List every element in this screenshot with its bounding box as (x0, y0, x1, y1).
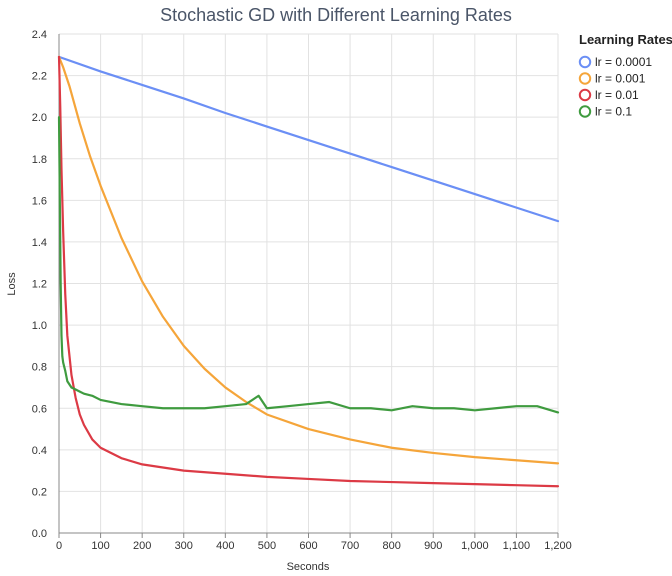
legend-marker (578, 105, 592, 118)
y-tick-label: 1.4 (32, 237, 47, 249)
series-line-1 (57, 55, 560, 465)
x-tick-label: 900 (424, 540, 442, 552)
y-tick-label: 0.0 (32, 528, 47, 540)
y-tick-label: 0.2 (32, 486, 47, 498)
x-tick-label: 500 (258, 540, 276, 552)
legend-marker (578, 72, 592, 85)
y-tick-label: 2.2 (32, 71, 47, 83)
x-tick-label: 0 (56, 540, 62, 552)
x-tick-label: 1,000 (461, 540, 489, 552)
y-tick-label: 2.4 (32, 29, 47, 41)
y-tick-label: 2.0 (32, 112, 47, 124)
legend-marker (578, 88, 592, 102)
series-lines (57, 55, 560, 488)
x-tick-label: 600 (299, 540, 317, 552)
series-line-0 (57, 55, 560, 223)
chart-title: Stochastic GD with Different Learning Ra… (160, 5, 512, 25)
y-tick-label: 0.6 (32, 403, 47, 415)
x-axis-title: Seconds (287, 561, 330, 573)
y-tick-label: 1.0 (32, 320, 47, 332)
y-tick-label: 1.2 (32, 279, 47, 291)
tick-labels: 0.0 0.2 0.4 0.6 0.8 1.0 1.2 1.4 1.6 1.8 2.0 2.2 2.4 0… (32, 29, 572, 552)
y-tick-label: 1.6 (32, 195, 47, 207)
y-tick-label: 0.4 (32, 445, 47, 457)
x-tick-label: 1,100 (503, 540, 531, 552)
legend-title: Learning Rates (579, 32, 672, 47)
y-tick-label: 0.8 (32, 362, 47, 374)
x-tick-label: 800 (382, 540, 400, 552)
legend-items: lr = 0.0001 lr = 0.001 lr = 0.01 lr = 0.1 (578, 55, 652, 119)
x-tick-label: 300 (175, 540, 193, 552)
legend-label: lr = 0.01 (595, 88, 639, 102)
legend-label: lr = 0.001 (595, 72, 646, 86)
y-tick-label: 1.8 (32, 154, 47, 166)
legend-label: lr = 0.1 (595, 105, 632, 119)
series-line-3 (57, 116, 560, 414)
x-tick-label: 200 (133, 540, 151, 552)
legend-label: lr = 0.0001 (595, 55, 652, 69)
x-tick-label: 700 (341, 540, 359, 552)
y-axis-title: Loss (6, 272, 18, 296)
legend-marker (578, 55, 592, 69)
x-tick-label: 1,200 (544, 540, 572, 552)
series-line-2 (57, 55, 560, 488)
x-tick-label: 400 (216, 540, 234, 552)
x-tick-label: 100 (91, 540, 109, 552)
